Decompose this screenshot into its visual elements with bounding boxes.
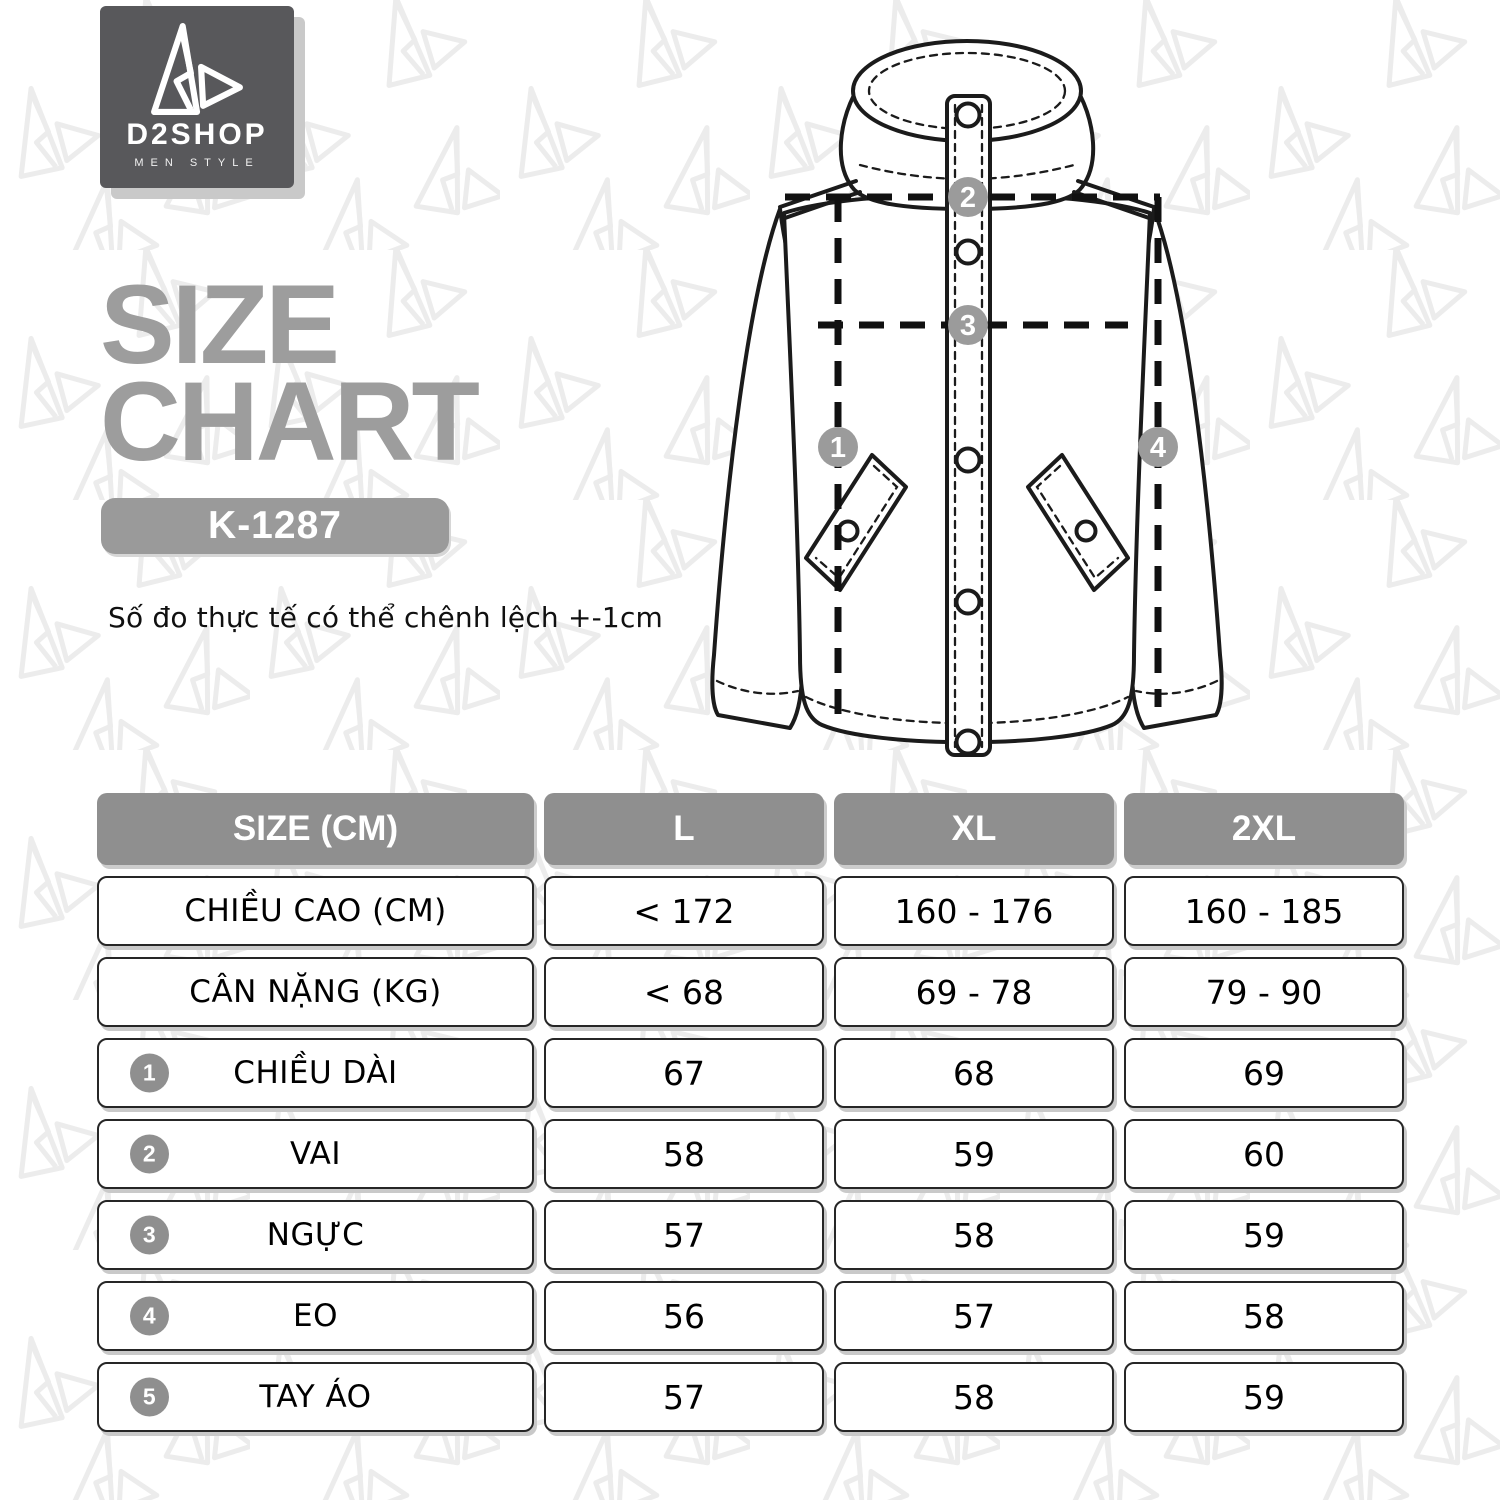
brand-logo: D2SHOP MEN STYLE [100, 6, 294, 188]
row-label-text: NGỰC [266, 1217, 365, 1253]
diagram-marker-4: 4 [1138, 427, 1178, 467]
table-cell-r4-c1: 58 [834, 1200, 1114, 1270]
table-cell-r3-c1: 59 [834, 1119, 1114, 1189]
table-cell-r1-c1: 69 - 78 [834, 957, 1114, 1027]
table-header-cell-2: XL [834, 793, 1114, 865]
table-cell-r4-c2: 59 [1124, 1200, 1404, 1270]
diagram-marker-3: 3 [948, 305, 988, 345]
table-row-label-3: 2 VAI [97, 1119, 534, 1189]
table-cell-r0-c2: 160 - 185 [1124, 876, 1404, 946]
table-header-cell-0: SIZE (CM) [97, 793, 534, 865]
product-code-badge: K-1287 [101, 498, 449, 554]
row-label-text: CHIỀU DÀI [233, 1055, 398, 1091]
table-cell-r6-c0: 57 [544, 1362, 824, 1432]
row-label-text: CHIỀU CAO (CM) [184, 893, 447, 929]
brand-name: D2SHOP [126, 118, 268, 151]
table-row-label-0: CHIỀU CAO (CM) [97, 876, 534, 946]
table-header-cell-3: 2XL [1124, 793, 1404, 865]
svg-text:1: 1 [830, 432, 846, 464]
table-cell-r0-c1: 160 - 176 [834, 876, 1114, 946]
table-cell-r6-c1: 58 [834, 1362, 1114, 1432]
table-cell-r5-c1: 57 [834, 1281, 1114, 1351]
row-label-text: VAI [289, 1136, 342, 1172]
row-number-badge: 5 [130, 1377, 169, 1417]
row-label-text: TAY ÁO [259, 1379, 372, 1415]
jacket-diagram: 1 2 3 4 [710, 39, 1224, 757]
table-cell-r3-c2: 60 [1124, 1119, 1404, 1189]
svg-text:3: 3 [960, 310, 976, 342]
table-cell-r0-c0: < 172 [544, 876, 824, 946]
table-cell-r2-c0: 67 [544, 1038, 824, 1108]
page-title-line1: SIZE [100, 262, 340, 387]
d2-mark-icon [151, 23, 243, 115]
table-cell-r2-c2: 69 [1124, 1038, 1404, 1108]
diagram-marker-1: 1 [818, 427, 858, 467]
table-cell-r5-c0: 56 [544, 1281, 824, 1351]
table-row-label-1: CÂN NẶNG (KG) [97, 957, 534, 1027]
table-cell-r4-c0: 57 [544, 1200, 824, 1270]
table-row-label-6: 5 TAY ÁO [97, 1362, 534, 1432]
table-cell-r3-c0: 58 [544, 1119, 824, 1189]
table-cell-r1-c0: < 68 [544, 957, 824, 1027]
table-cell-r5-c2: 58 [1124, 1281, 1404, 1351]
tolerance-note: Số đo thực tế có thể chênh lệch +-1cm [108, 601, 664, 634]
table-row-label-4: 3 NGỰC [97, 1200, 534, 1270]
table-header-cell-1: L [544, 793, 824, 865]
page-title-line2: CHART [100, 359, 480, 485]
brand-tagline: MEN STYLE [134, 157, 260, 169]
row-label-text: CÂN NẶNG (KG) [189, 974, 442, 1010]
row-number-badge: 3 [130, 1215, 169, 1255]
row-number-badge: 1 [130, 1053, 169, 1093]
size-table: SIZE (CM) L XL 2XL CHIỀU CAO (CM) < 172 160 - … [97, 793, 1404, 1432]
table-cell-r1-c2: 79 - 90 [1124, 957, 1404, 1027]
row-number-badge: 2 [130, 1134, 169, 1174]
table-row-label-5: 4 EO [97, 1281, 534, 1351]
table-cell-r6-c2: 59 [1124, 1362, 1404, 1432]
row-number-badge: 4 [130, 1296, 169, 1336]
diagram-marker-2: 2 [948, 177, 988, 217]
table-row-label-2: 1 CHIỀU DÀI [97, 1038, 534, 1108]
svg-text:4: 4 [1150, 432, 1166, 464]
row-label-text: EO [293, 1298, 338, 1334]
jacket-right-pocket-flap [1026, 453, 1130, 592]
svg-text:2: 2 [960, 182, 976, 214]
page-title: SIZE CHART [100, 262, 480, 485]
table-cell-r2-c1: 68 [834, 1038, 1114, 1108]
